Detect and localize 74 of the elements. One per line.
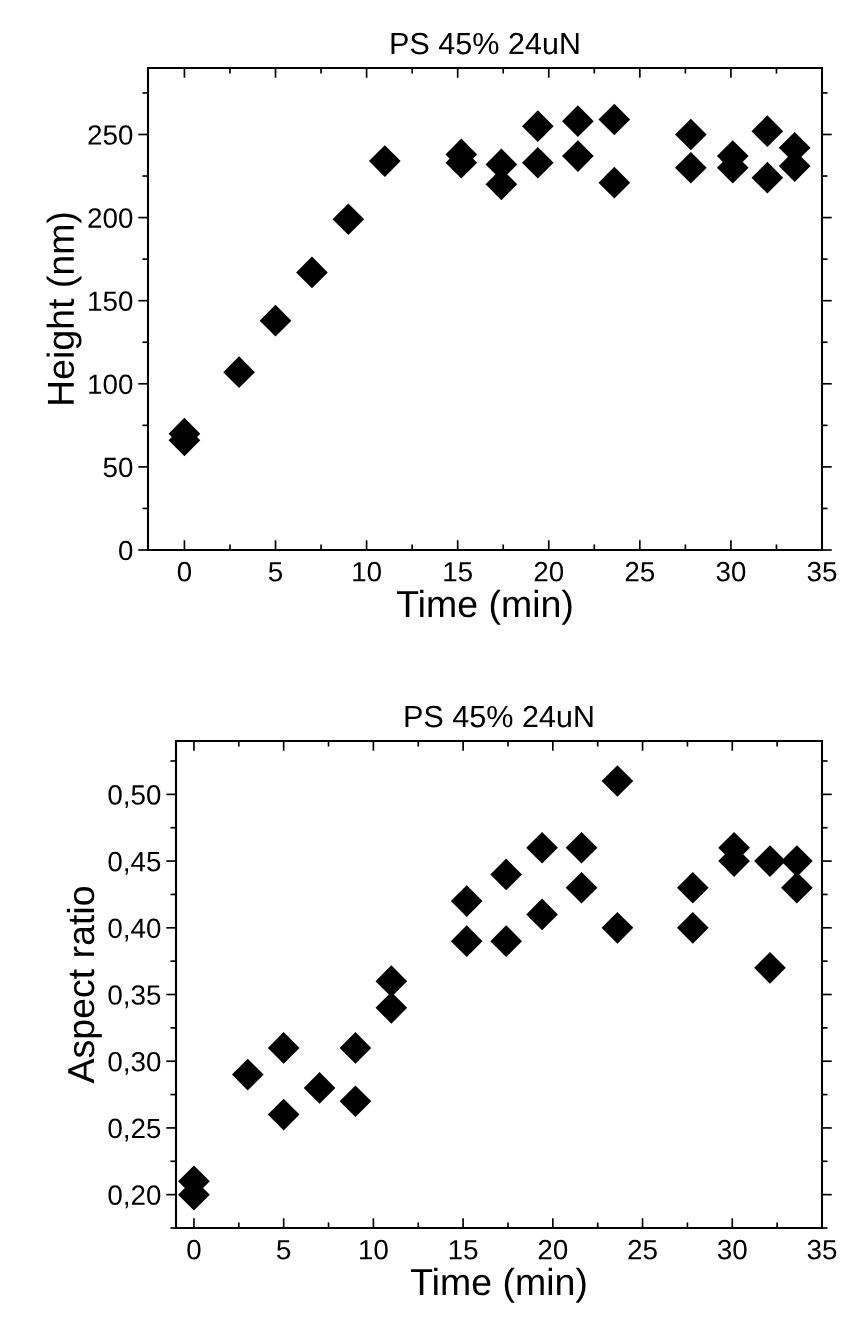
x-tick-label: 25 — [628, 1239, 657, 1260]
x-tick-label: 30 — [717, 1239, 747, 1260]
point — [296, 256, 328, 289]
point — [490, 925, 523, 957]
point — [267, 1032, 300, 1064]
x-tick-label: 15 — [444, 562, 472, 582]
point — [267, 1098, 300, 1131]
point — [781, 845, 813, 877]
y-axis-title: Aspect ratio — [66, 887, 102, 1084]
x-tick-label: 20 — [534, 561, 564, 582]
x-tick-label: 5 — [277, 1240, 291, 1260]
point — [562, 105, 594, 138]
y-tick-label: 200 — [88, 208, 133, 228]
x-tick-label: 10 — [360, 1239, 388, 1260]
x-tick-label: 35 — [807, 1239, 837, 1260]
point — [339, 1032, 372, 1064]
y-tick-label: 0,50 — [108, 785, 161, 808]
point — [676, 871, 709, 904]
point — [303, 1072, 336, 1104]
y-tick-label: 150 — [89, 291, 133, 312]
x-tick-label: 5 — [268, 562, 283, 582]
point — [259, 304, 292, 337]
y-tick-label: 50 — [103, 457, 133, 478]
y-tick-label: 250 — [88, 125, 133, 145]
point — [231, 1058, 264, 1091]
point — [751, 115, 784, 147]
point — [565, 871, 598, 904]
point — [223, 356, 255, 388]
y-tick-label: 0,35 — [108, 985, 161, 1009]
y-tick-label: 0,40 — [108, 918, 161, 942]
point — [526, 831, 558, 864]
x-tick-label: 30 — [716, 561, 746, 582]
point — [375, 965, 408, 997]
chart-title: PS 45% 24uN — [405, 705, 593, 728]
point — [751, 161, 784, 194]
point — [754, 845, 786, 877]
point — [450, 925, 483, 957]
y-axis-title: Height (nm) — [46, 213, 82, 404]
point — [676, 911, 709, 944]
point — [490, 858, 523, 891]
x-tick-label: 35 — [807, 561, 837, 582]
chart-title: PS 45% 24uN — [391, 32, 579, 55]
x-axis-title: Time (min) — [396, 589, 572, 625]
point — [339, 1085, 372, 1118]
point — [601, 911, 634, 944]
y-tick-label: 0,45 — [108, 851, 161, 875]
y-tick-label: 0,20 — [108, 1185, 161, 1209]
point — [754, 951, 786, 984]
y-tick-label: 0,30 — [108, 1051, 161, 1075]
point — [450, 885, 483, 917]
point — [601, 765, 634, 797]
point — [598, 166, 631, 199]
point — [526, 898, 558, 931]
x-tick-label: 15 — [449, 1240, 478, 1260]
point — [675, 151, 707, 184]
x-tick-label: 0 — [177, 561, 192, 582]
y-tick-label: 0 — [119, 540, 133, 561]
point — [598, 103, 631, 136]
x-tick-label: 10 — [353, 561, 381, 582]
point — [565, 831, 598, 864]
y-tick-label: 100 — [89, 374, 133, 395]
point — [562, 140, 594, 172]
y-tick-label: 0,25 — [108, 1118, 161, 1142]
point — [332, 203, 365, 236]
point — [521, 110, 554, 143]
point — [521, 146, 554, 179]
point — [675, 118, 707, 151]
point — [375, 992, 408, 1024]
x-tick-label: 0 — [187, 1239, 201, 1260]
x-tick-label: 25 — [625, 561, 655, 582]
x-tick-label: 20 — [538, 1239, 568, 1260]
x-axis-title: Time (min) — [410, 1267, 586, 1303]
point — [368, 145, 401, 177]
point — [781, 871, 813, 904]
